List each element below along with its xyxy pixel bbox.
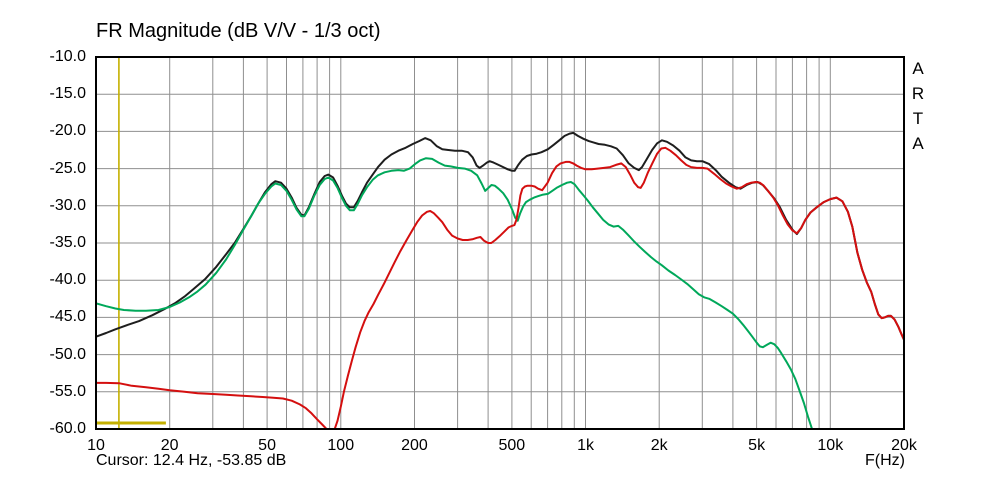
grid-lines — [96, 57, 904, 429]
y-tick-label: -25.0 — [49, 159, 86, 177]
y-tick-label: -20.0 — [49, 122, 86, 140]
y-tick-label: -45.0 — [49, 308, 86, 326]
x-tick-label: 200 — [401, 437, 428, 454]
y-tick-label: -15.0 — [49, 85, 86, 103]
traces — [96, 131, 904, 429]
x-tick-label: 10 — [87, 437, 105, 454]
red-trace — [96, 146, 904, 429]
y-tick-label: -40.0 — [49, 271, 86, 289]
y-tick-label: -60.0 — [49, 420, 86, 437]
x-tick-label: 2k — [650, 437, 668, 454]
x-tick-label: 20k — [891, 437, 917, 454]
cursor-group — [96, 57, 166, 429]
y-tick-label: -30.0 — [49, 196, 86, 214]
y-tick-label: -50.0 — [49, 345, 86, 363]
x-tick-label: 20 — [160, 437, 179, 454]
x-tick-label: 10k — [817, 437, 844, 454]
x-tick-label: 5k — [748, 437, 766, 454]
x-tick-label: 1k — [577, 437, 594, 454]
chart-title: FR Magnitude (dB V/V - 1/3 oct) — [96, 20, 381, 42]
y-tick-label: -55.0 — [49, 382, 86, 400]
x-tick-label: 500 — [498, 437, 526, 454]
x-tick-label: 50 — [258, 437, 276, 454]
y-tick-label: -10.0 — [49, 48, 86, 65]
arta-watermark: A R T A — [911, 59, 925, 153]
x-axis-label: F(Hz) — [865, 452, 905, 469]
green-trace — [96, 157, 814, 429]
y-tick-label: -35.0 — [49, 234, 86, 251]
plot-border — [95, 56, 905, 430]
x-tick-label: 100 — [327, 437, 355, 454]
cursor-readout: Cursor: 12.4 Hz, -53.85 dB — [96, 452, 287, 469]
